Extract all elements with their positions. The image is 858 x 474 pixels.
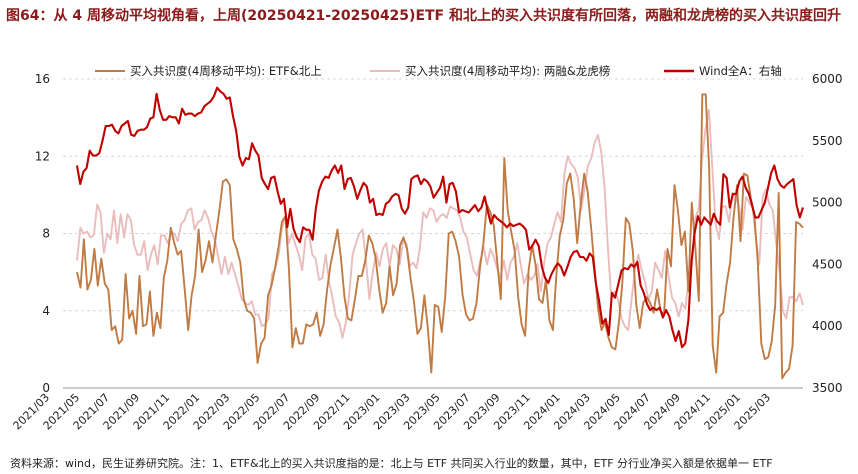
series-line-0: [76, 93, 804, 380]
series-line-1: [76, 108, 804, 339]
left-axis-tick-label: 0: [42, 381, 50, 395]
axes: 04812163500400045005000550060002021/0320…: [11, 72, 843, 432]
legend-label-2: Wind全A：右轴: [699, 64, 782, 78]
series-line-2: [75, 86, 804, 349]
legend: 买入共识度(4周移动平均): ETF&北上 买入共识度(4周移动平均): 两融&龙…: [95, 64, 782, 78]
right-axis-tick-label: 5000: [812, 196, 843, 210]
right-axis-tick-label: 4500: [812, 257, 843, 271]
right-axis-tick-label: 5500: [812, 134, 843, 148]
left-axis-tick-label: 4: [42, 304, 50, 318]
right-axis-tick-label: 6000: [812, 72, 843, 86]
series-layer: [75, 86, 804, 380]
left-axis-tick-label: 16: [35, 72, 50, 86]
left-axis-tick-label: 8: [42, 227, 50, 241]
legend-label-1: 买入共识度(4周移动平均): 两融&龙虎榜: [405, 64, 610, 78]
left-axis-tick-label: 12: [35, 149, 50, 163]
figure-title: 图64：从 4 周移动平均视角看，上周(20250421-20250425)ET…: [6, 8, 841, 24]
legend-label-0: 买入共识度(4周移动平均): ETF&北上: [130, 64, 322, 78]
right-axis-tick-label: 3500: [812, 381, 843, 395]
right-axis-tick-label: 4000: [812, 319, 843, 333]
figure-source: 资料来源：wind，民生证券研究院。注：1、ETF&北上的买入共识度指的是：北上…: [10, 457, 773, 470]
